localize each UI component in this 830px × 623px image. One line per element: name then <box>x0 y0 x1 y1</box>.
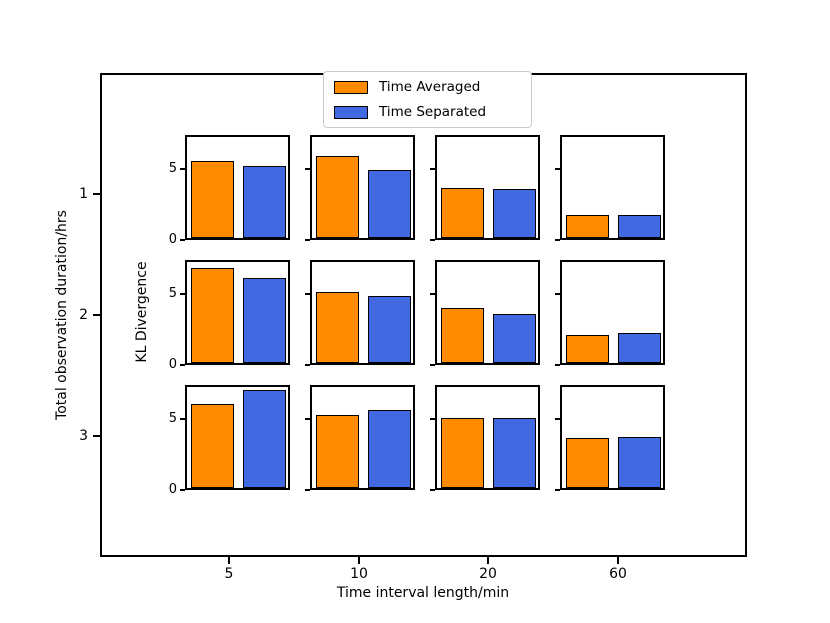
outer-xtick-label: 10 <box>350 566 368 582</box>
inner-ytick <box>430 418 435 421</box>
bar-time-averaged <box>316 156 359 238</box>
bar-time-separated <box>618 215 661 238</box>
inner-ytick <box>305 364 310 366</box>
bar-time-separated <box>493 418 536 488</box>
inner-ytick <box>430 168 435 171</box>
outer-xtick <box>228 557 230 564</box>
outer-ytick-label: 3 <box>79 428 88 444</box>
inner-ytick <box>555 168 560 171</box>
inner-ytick-label: 5 <box>168 286 177 302</box>
inner-ytick <box>305 489 310 491</box>
bar-time-averaged <box>316 292 359 363</box>
bar-time-averaged <box>191 404 234 488</box>
subplot-panel <box>310 260 415 365</box>
inner-ytick <box>180 489 185 491</box>
outer-ytick <box>93 193 100 195</box>
x-axis-label: Time interval length/min <box>336 585 510 601</box>
bar-time-separated <box>243 166 286 238</box>
bar-time-averaged <box>566 438 609 488</box>
panel-y-axis-label: KL Divergence <box>134 261 150 363</box>
inner-ytick <box>430 489 435 491</box>
bar-time-separated <box>368 170 411 238</box>
inner-ytick <box>430 239 435 241</box>
inner-ytick <box>180 418 185 421</box>
legend-label: Time Separated <box>379 104 487 120</box>
inner-ytick-label: 0 <box>168 357 177 372</box>
inner-ytick <box>430 293 435 296</box>
inner-ytick <box>430 364 435 366</box>
bar-time-separated <box>243 390 286 488</box>
outer-xtick-label: 20 <box>479 566 497 582</box>
inner-ytick <box>180 168 185 171</box>
time-separated-swatch-icon <box>334 105 368 119</box>
inner-ytick <box>555 364 560 366</box>
outer-xtick <box>617 557 619 564</box>
inner-ytick <box>180 293 185 296</box>
subplot-panel <box>435 135 540 240</box>
subplot-panel <box>310 135 415 240</box>
inner-ytick <box>555 239 560 241</box>
bar-time-separated <box>618 437 661 488</box>
outer-ytick <box>93 435 100 437</box>
legend-item-time-separated: Time Separated <box>334 104 521 120</box>
outer-ytick-label: 2 <box>79 307 88 323</box>
inner-ytick-label: 5 <box>168 161 177 177</box>
subplot-panel <box>185 385 290 490</box>
bar-time-separated <box>368 296 411 363</box>
inner-ytick <box>555 293 560 296</box>
bar-time-separated <box>243 278 286 363</box>
outer-xtick-label: 5 <box>224 566 234 582</box>
subplot-panel <box>435 385 540 490</box>
inner-ytick <box>555 489 560 491</box>
legend-label: Time Averaged <box>379 79 481 95</box>
bar-time-separated <box>493 189 536 238</box>
bar-time-averaged <box>191 161 234 238</box>
outer-xtick <box>487 557 489 564</box>
bar-time-averaged <box>441 418 484 488</box>
inner-ytick-label: 0 <box>168 482 177 497</box>
bar-time-separated <box>493 314 536 363</box>
bar-time-averaged <box>566 215 609 238</box>
subplot-panel <box>310 385 415 490</box>
bar-time-averaged <box>566 335 609 363</box>
subplot-panel <box>185 135 290 240</box>
outer-ytick <box>93 314 100 316</box>
legend: Time Averaged Time Separated <box>323 71 532 128</box>
inner-ytick-label: 5 <box>168 411 177 427</box>
bar-time-separated <box>618 333 661 363</box>
bar-time-averaged <box>441 308 484 363</box>
bar-time-averaged <box>191 268 234 363</box>
bar-time-averaged <box>316 415 359 488</box>
inner-ytick <box>305 168 310 171</box>
subplot-panel <box>560 385 665 490</box>
time-averaged-swatch-icon <box>334 80 368 94</box>
legend-item-time-averaged: Time Averaged <box>334 79 521 95</box>
subplot-panel <box>560 260 665 365</box>
inner-ytick <box>180 239 185 241</box>
inner-ytick <box>305 293 310 296</box>
inner-ytick <box>180 364 185 366</box>
subplot-panel <box>435 260 540 365</box>
outer-xtick-label: 60 <box>609 566 627 582</box>
subplot-panel <box>185 260 290 365</box>
inner-ytick <box>305 418 310 421</box>
inner-ytick-label: 0 <box>168 232 177 247</box>
outer-xtick <box>358 557 360 564</box>
bar-time-averaged <box>441 188 484 238</box>
inner-ytick <box>305 239 310 241</box>
outer-ytick-label: 1 <box>79 186 88 202</box>
subplot-panel <box>560 135 665 240</box>
inner-ytick <box>555 418 560 421</box>
bar-time-separated <box>368 410 411 488</box>
